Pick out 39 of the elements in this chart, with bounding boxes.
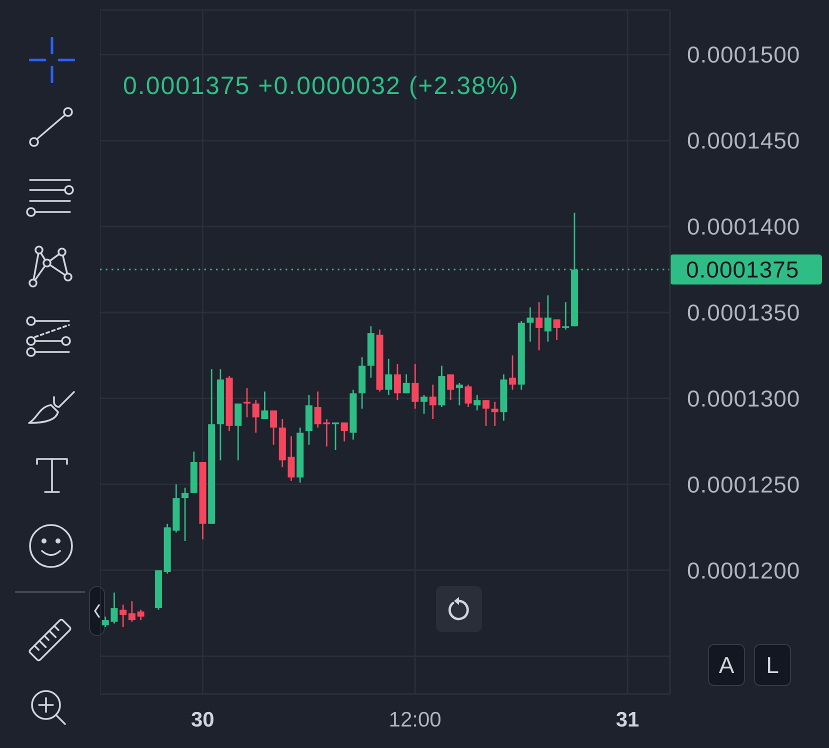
candlestick bbox=[447, 374, 454, 401]
candlestick bbox=[420, 394, 428, 415]
candlestick bbox=[182, 487, 189, 542]
candlestick bbox=[429, 384, 436, 420]
candlestick bbox=[288, 436, 295, 482]
x-tick-label: 30 bbox=[190, 708, 214, 732]
x-tick-label: 31 bbox=[616, 708, 640, 732]
candlestick bbox=[270, 410, 278, 446]
candlestick bbox=[412, 363, 419, 410]
candlestick bbox=[474, 394, 481, 412]
candlestick bbox=[385, 358, 392, 396]
candlestick bbox=[562, 301, 570, 330]
candlestick bbox=[526, 306, 534, 342]
y-tick-label: 0.0001200 bbox=[687, 557, 800, 584]
candlestick bbox=[482, 399, 490, 427]
candlestick bbox=[553, 318, 560, 341]
candlestick bbox=[536, 301, 543, 351]
y-tick-label: 0.0001350 bbox=[687, 300, 800, 326]
text: 0.0001375 +0.0000032 (+2.38%) bbox=[123, 72, 519, 101]
toggle-button: A bbox=[708, 644, 745, 686]
y-tick-label: 0.0001500 bbox=[687, 42, 800, 68]
candlestick bbox=[509, 354, 516, 391]
candlestick bbox=[252, 399, 260, 434]
candlestick bbox=[402, 374, 410, 394]
candlestick bbox=[456, 382, 463, 406]
y-tick-label: 0.0001400 bbox=[687, 214, 800, 240]
ref-line-label: 0.0001375 bbox=[686, 256, 800, 283]
candlestick bbox=[464, 384, 472, 408]
candlestick bbox=[340, 422, 348, 442]
x-tick-label: 12:00 bbox=[388, 708, 442, 732]
candlestick bbox=[544, 294, 552, 342]
candlestick bbox=[491, 401, 498, 427]
candlestick bbox=[234, 402, 242, 461]
toggle-button: L bbox=[754, 644, 791, 686]
y-tick-label: 0.0001450 bbox=[687, 128, 800, 154]
candlestick bbox=[394, 363, 401, 401]
y-tick-label: 0.0001250 bbox=[687, 471, 800, 498]
y-tick-label: 0.0001300 bbox=[687, 385, 800, 412]
candlestick bbox=[261, 390, 268, 420]
